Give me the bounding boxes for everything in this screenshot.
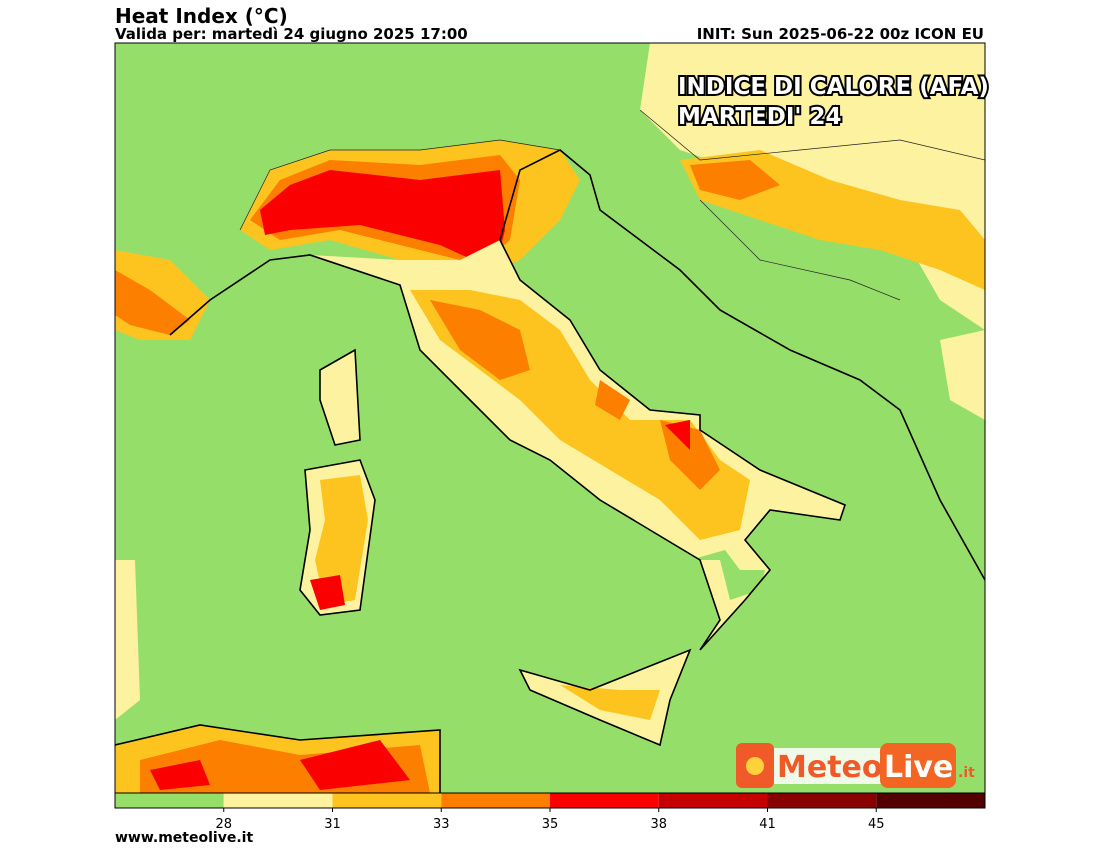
- colorbar-segment: [332, 793, 442, 808]
- logo-tld: .it: [958, 765, 975, 781]
- colorbar-segment: [550, 793, 659, 808]
- overlay-subtitle: MARTEDI' 24: [678, 104, 841, 130]
- colorbar-segment: [223, 793, 333, 808]
- colorbar: 28 31 33 35 38 41 45: [114, 792, 986, 832]
- colorbar-segment: [658, 793, 768, 808]
- colorbar-segment: [767, 793, 877, 808]
- map: [114, 42, 986, 794]
- colorbar-tick-label: 31: [324, 817, 341, 832]
- colorbar-tick-label: 38: [650, 817, 667, 832]
- colorbar-segment: [115, 793, 224, 808]
- colorbar-tick-label: 45: [868, 817, 885, 832]
- logo: Meteo Live .it: [736, 743, 975, 788]
- colorbar-tick-label: 41: [759, 817, 776, 832]
- colorbar-tick-label: 33: [433, 817, 450, 832]
- title: Heat Index (°C): [115, 4, 288, 28]
- logo-live: Live: [884, 750, 953, 785]
- colorbar-segment: [876, 793, 985, 808]
- logo-meteo: Meteo: [777, 750, 883, 785]
- colorbar-tick-label: 35: [542, 817, 559, 832]
- footer: www.meteolive.it: [115, 830, 253, 846]
- colorbar-segment: [441, 793, 550, 808]
- colorbar-tick-label: 28: [215, 817, 232, 832]
- overlay-title: INDICE DI CALORE (AFA): [678, 74, 989, 100]
- init-time: INIT: Sun 2025-06-22 00z ICON EU: [697, 25, 984, 43]
- valid-time: Valida per: martedì 24 giugno 2025 17:00: [115, 25, 468, 43]
